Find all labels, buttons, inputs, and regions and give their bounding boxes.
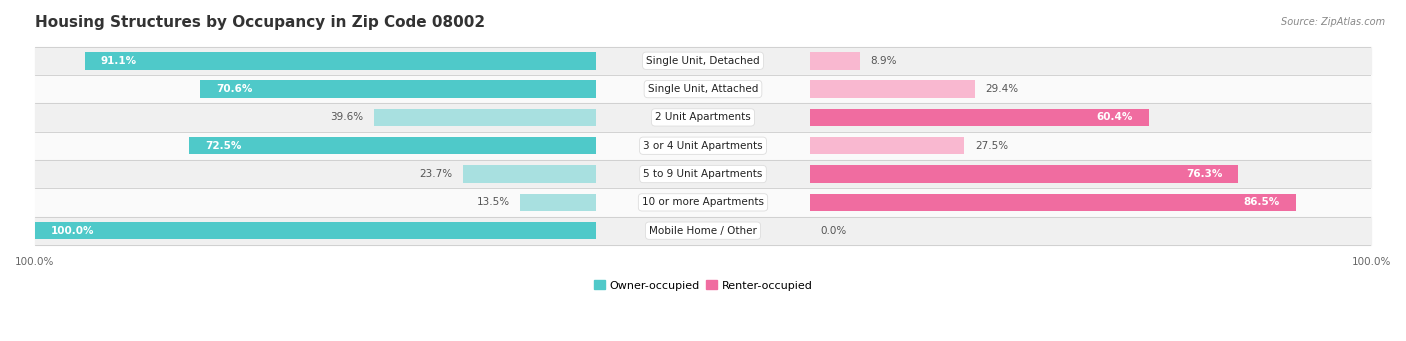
Bar [188, 137, 596, 154]
Bar [374, 109, 596, 126]
Text: 39.6%: 39.6% [330, 113, 363, 122]
Bar [35, 217, 1371, 245]
Text: 86.5%: 86.5% [1243, 197, 1279, 207]
Bar [810, 52, 860, 70]
Legend: Owner-occupied, Renter-occupied: Owner-occupied, Renter-occupied [589, 276, 817, 295]
Text: 27.5%: 27.5% [974, 141, 1008, 151]
Text: Source: ZipAtlas.com: Source: ZipAtlas.com [1281, 17, 1385, 27]
Text: 76.3%: 76.3% [1185, 169, 1222, 179]
Text: 2 Unit Apartments: 2 Unit Apartments [655, 113, 751, 122]
Bar [84, 52, 596, 70]
Text: 72.5%: 72.5% [205, 141, 242, 151]
Text: Single Unit, Attached: Single Unit, Attached [648, 84, 758, 94]
Text: 70.6%: 70.6% [215, 84, 252, 94]
Bar [200, 80, 596, 98]
Bar [35, 47, 1371, 75]
Text: Mobile Home / Other: Mobile Home / Other [650, 226, 756, 236]
Bar [463, 165, 596, 183]
Bar [35, 103, 1371, 132]
Bar [810, 165, 1239, 183]
Text: 23.7%: 23.7% [419, 169, 453, 179]
Text: 3 or 4 Unit Apartments: 3 or 4 Unit Apartments [643, 141, 763, 151]
Text: 60.4%: 60.4% [1097, 113, 1133, 122]
Text: 10 or more Apartments: 10 or more Apartments [643, 197, 763, 207]
Bar [35, 160, 1371, 188]
Bar [35, 75, 1371, 103]
Text: 13.5%: 13.5% [477, 197, 509, 207]
Text: 91.1%: 91.1% [101, 56, 136, 66]
Bar [35, 222, 596, 239]
Text: 5 to 9 Unit Apartments: 5 to 9 Unit Apartments [644, 169, 762, 179]
Bar [810, 109, 1149, 126]
Text: Housing Structures by Occupancy in Zip Code 08002: Housing Structures by Occupancy in Zip C… [35, 15, 485, 30]
Bar [35, 132, 1371, 160]
Bar [810, 194, 1295, 211]
Text: 29.4%: 29.4% [986, 84, 1019, 94]
Bar [810, 80, 974, 98]
Text: 100.0%: 100.0% [51, 226, 94, 236]
Bar [35, 188, 1371, 217]
Bar [810, 137, 965, 154]
Text: 8.9%: 8.9% [870, 56, 897, 66]
Text: Single Unit, Detached: Single Unit, Detached [647, 56, 759, 66]
Text: 0.0%: 0.0% [821, 226, 846, 236]
Bar [520, 194, 596, 211]
